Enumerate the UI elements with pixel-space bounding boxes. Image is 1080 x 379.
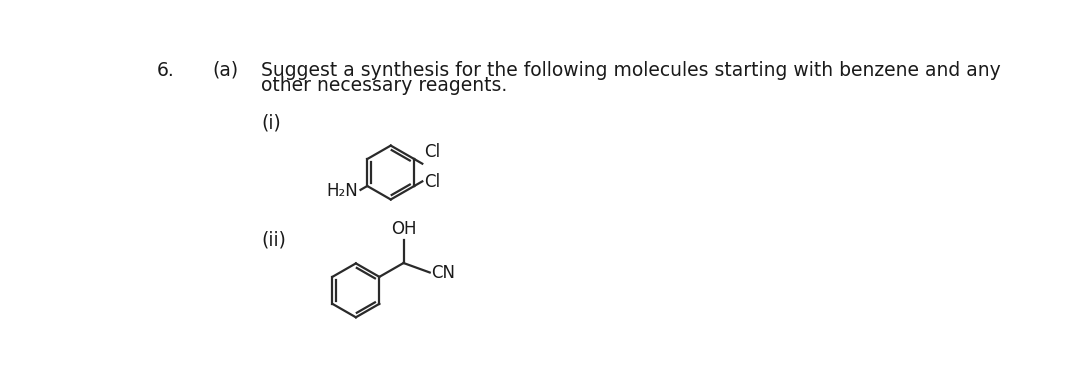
Text: Cl: Cl <box>423 143 440 161</box>
Text: other necessary reagents.: other necessary reagents. <box>261 76 508 95</box>
Text: Cl: Cl <box>423 173 440 191</box>
Text: (a): (a) <box>213 61 239 80</box>
Text: 6.: 6. <box>157 61 175 80</box>
Text: H₂N: H₂N <box>326 182 359 200</box>
Text: OH: OH <box>391 220 416 238</box>
Text: CN: CN <box>431 264 456 282</box>
Text: (ii): (ii) <box>261 230 286 249</box>
Text: (i): (i) <box>261 113 281 132</box>
Text: Suggest a synthesis for the following molecules starting with benzene and any: Suggest a synthesis for the following mo… <box>261 61 1001 80</box>
